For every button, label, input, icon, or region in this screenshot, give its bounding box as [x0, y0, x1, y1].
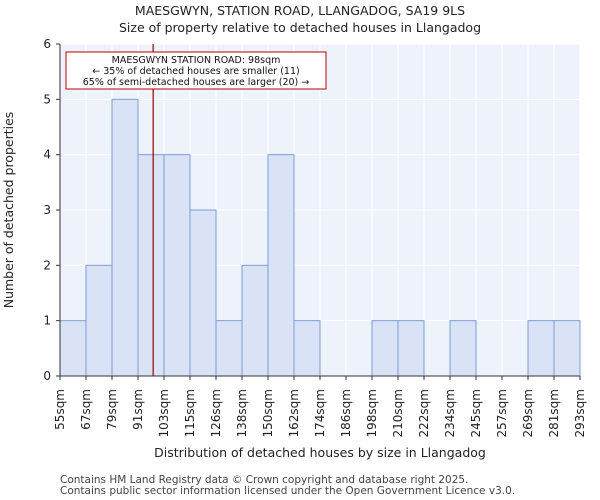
x-tick-label: 174sqm [313, 389, 327, 437]
y-tick-label: 1 [43, 314, 51, 328]
x-tick-label: 138sqm [235, 389, 249, 437]
y-tick-label: 6 [43, 37, 51, 51]
bar [553, 320, 581, 377]
footer-line-1: Contains HM Land Registry data © Crown c… [60, 474, 469, 486]
bar [241, 264, 269, 377]
bar [449, 320, 477, 377]
x-tick-label: 281sqm [547, 389, 561, 437]
x-axis-title: Distribution of detached houses by size … [154, 445, 486, 460]
y-tick-label: 0 [43, 369, 51, 383]
x-tick-label: 293sqm [573, 389, 587, 437]
x-tick-label: 55sqm [53, 389, 67, 430]
annotation-line: ← 35% of detached houses are smaller (11… [92, 66, 299, 77]
bar [111, 98, 139, 377]
chart-title: MAESGWYN, STATION ROAD, LLANGADOG, SA19 … [134, 3, 466, 18]
x-tick-label: 150sqm [261, 389, 275, 437]
annotation-line: 65% of semi-detached houses are larger (… [83, 77, 310, 88]
bar [371, 320, 399, 377]
y-tick-label: 2 [43, 258, 51, 272]
bar [527, 320, 555, 377]
bar [397, 320, 425, 377]
footer-line-2: Contains public sector information licen… [60, 485, 516, 497]
bar [137, 154, 165, 377]
chart-subtitle: Size of property relative to detached ho… [118, 20, 482, 35]
x-tick-label: 162sqm [287, 389, 301, 437]
bar [215, 320, 243, 377]
x-tick-label: 234sqm [443, 389, 457, 437]
y-tick-label: 4 [43, 148, 51, 162]
x-tick-label: 245sqm [469, 389, 483, 437]
x-tick-label: 269sqm [521, 389, 535, 437]
bar [163, 154, 191, 377]
x-tick-label: 198sqm [365, 389, 379, 437]
y-axis-title: Number of detached properties [1, 112, 16, 309]
histogram-chart: 0 1 2 3 4 5 6 55sqm 67sqm 79sqm 91sqm 103sqm 115sqm 1… [1, 37, 587, 460]
x-tick-label: 67sqm [79, 389, 93, 430]
annotation-box [65, 51, 327, 90]
bar [189, 209, 217, 377]
x-tick-label: 115sqm [183, 389, 197, 437]
x-tick-label: 210sqm [391, 389, 405, 437]
annotation-line: MAESGWYN STATION ROAD: 98sqm [112, 55, 281, 66]
x-tick-label: 91sqm [131, 389, 145, 430]
x-tick-label: 79sqm [105, 389, 119, 430]
x-tick-label: 222sqm [417, 389, 431, 437]
x-tick-label: 257sqm [495, 389, 509, 437]
bar [59, 320, 87, 377]
y-tick-label: 3 [43, 203, 51, 217]
y-tick-label: 5 [43, 92, 51, 106]
x-tick-label: 103sqm [157, 389, 171, 437]
bar [85, 264, 113, 377]
x-tick-label: 126sqm [209, 389, 223, 437]
bar [267, 154, 295, 377]
x-tick-label: 186sqm [339, 389, 353, 437]
bar [293, 320, 321, 377]
